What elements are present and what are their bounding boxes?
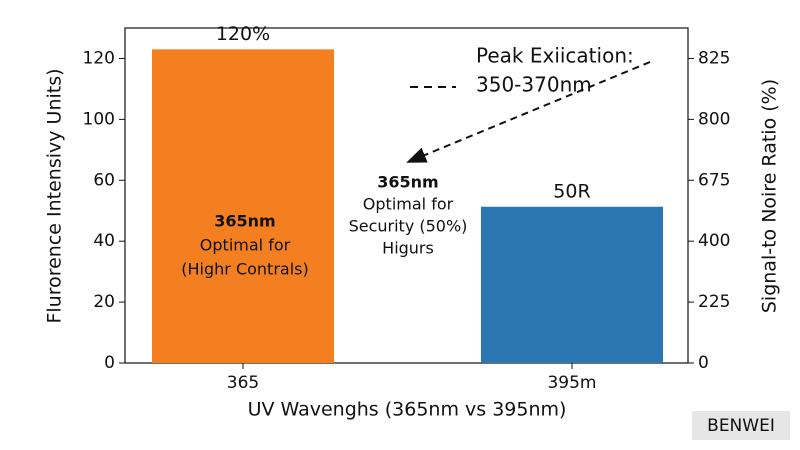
peak-annotation: 350-370nm: [476, 73, 592, 97]
y-tick-label: 20: [93, 292, 115, 312]
watermark: BENWEI: [707, 416, 775, 436]
y-tick-label: 40: [93, 231, 115, 251]
y2-tick-label: 400: [698, 231, 730, 251]
bar: [152, 49, 334, 364]
plot-frame: [124, 27, 689, 364]
annotation-arrow: [406, 61, 651, 163]
bar: [481, 206, 663, 363]
y-tick-label: 100: [83, 109, 115, 129]
y2-tick-label: 800: [698, 109, 730, 129]
x-tick-label: 365: [227, 373, 259, 393]
value-label: 120%: [216, 23, 270, 45]
peak-annotation: Peak Exiication:: [476, 44, 634, 68]
y-tick-label: 0: [104, 353, 115, 373]
y2-tick-label: 825: [698, 48, 730, 68]
y2-tick-label: 675: [698, 170, 730, 190]
annotation-title: 365nm: [377, 173, 438, 192]
y-tick-label: 60: [93, 170, 115, 190]
annotation-text: Higurs: [382, 239, 434, 258]
watermark-box: [692, 411, 790, 440]
annotation-text: Optimal for: [363, 195, 454, 214]
y2-tick-label: 0: [698, 353, 709, 373]
y-tick-label: 120: [83, 48, 115, 68]
y2-axis-label: Signal-to Noire Ratio (%): [759, 79, 781, 313]
x-axis-label: UV Wavenghs (365nm vs 395nm): [248, 399, 567, 421]
y2-tick-label: 225: [698, 292, 730, 312]
value-label: 50R: [553, 180, 590, 202]
annotation-text: Security (50%): [349, 217, 468, 236]
y-axis-label: Flurorence Intensivy Units): [44, 68, 66, 323]
annotation-title: 365nm: [214, 212, 275, 231]
annotation-text: (Highr Contrals): [181, 260, 308, 279]
x-tick-label: 395m: [547, 373, 596, 393]
annotation-text: Optimal for: [200, 236, 291, 255]
